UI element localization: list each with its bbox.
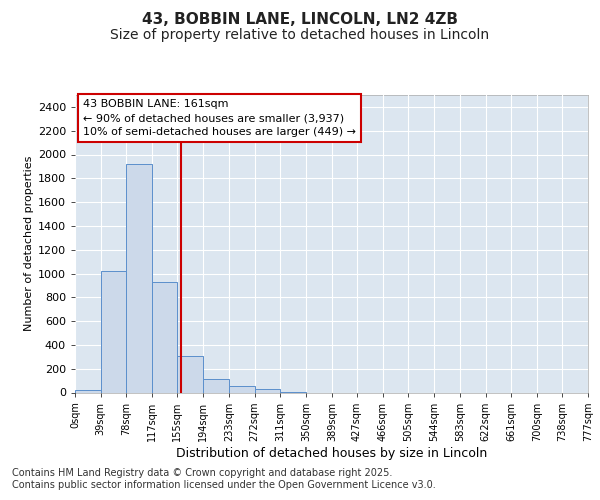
Bar [254, 389, 280, 392]
Bar [229, 386, 254, 392]
Text: Contains public sector information licensed under the Open Government Licence v3: Contains public sector information licen… [12, 480, 436, 490]
Bar [75, 390, 101, 392]
Text: Contains HM Land Registry data © Crown copyright and database right 2025.: Contains HM Land Registry data © Crown c… [12, 468, 392, 478]
Bar [178, 356, 203, 393]
Text: Size of property relative to detached houses in Lincoln: Size of property relative to detached ho… [110, 28, 490, 42]
Bar [127, 164, 152, 392]
Text: 43 BOBBIN LANE: 161sqm
← 90% of detached houses are smaller (3,937)
10% of semi-: 43 BOBBIN LANE: 161sqm ← 90% of detached… [83, 100, 356, 138]
Y-axis label: Number of detached properties: Number of detached properties [23, 156, 34, 332]
X-axis label: Distribution of detached houses by size in Lincoln: Distribution of detached houses by size … [176, 446, 487, 460]
Text: 43, BOBBIN LANE, LINCOLN, LN2 4ZB: 43, BOBBIN LANE, LINCOLN, LN2 4ZB [142, 12, 458, 28]
Bar [101, 270, 127, 392]
Bar [152, 282, 178, 393]
Bar [203, 380, 229, 392]
